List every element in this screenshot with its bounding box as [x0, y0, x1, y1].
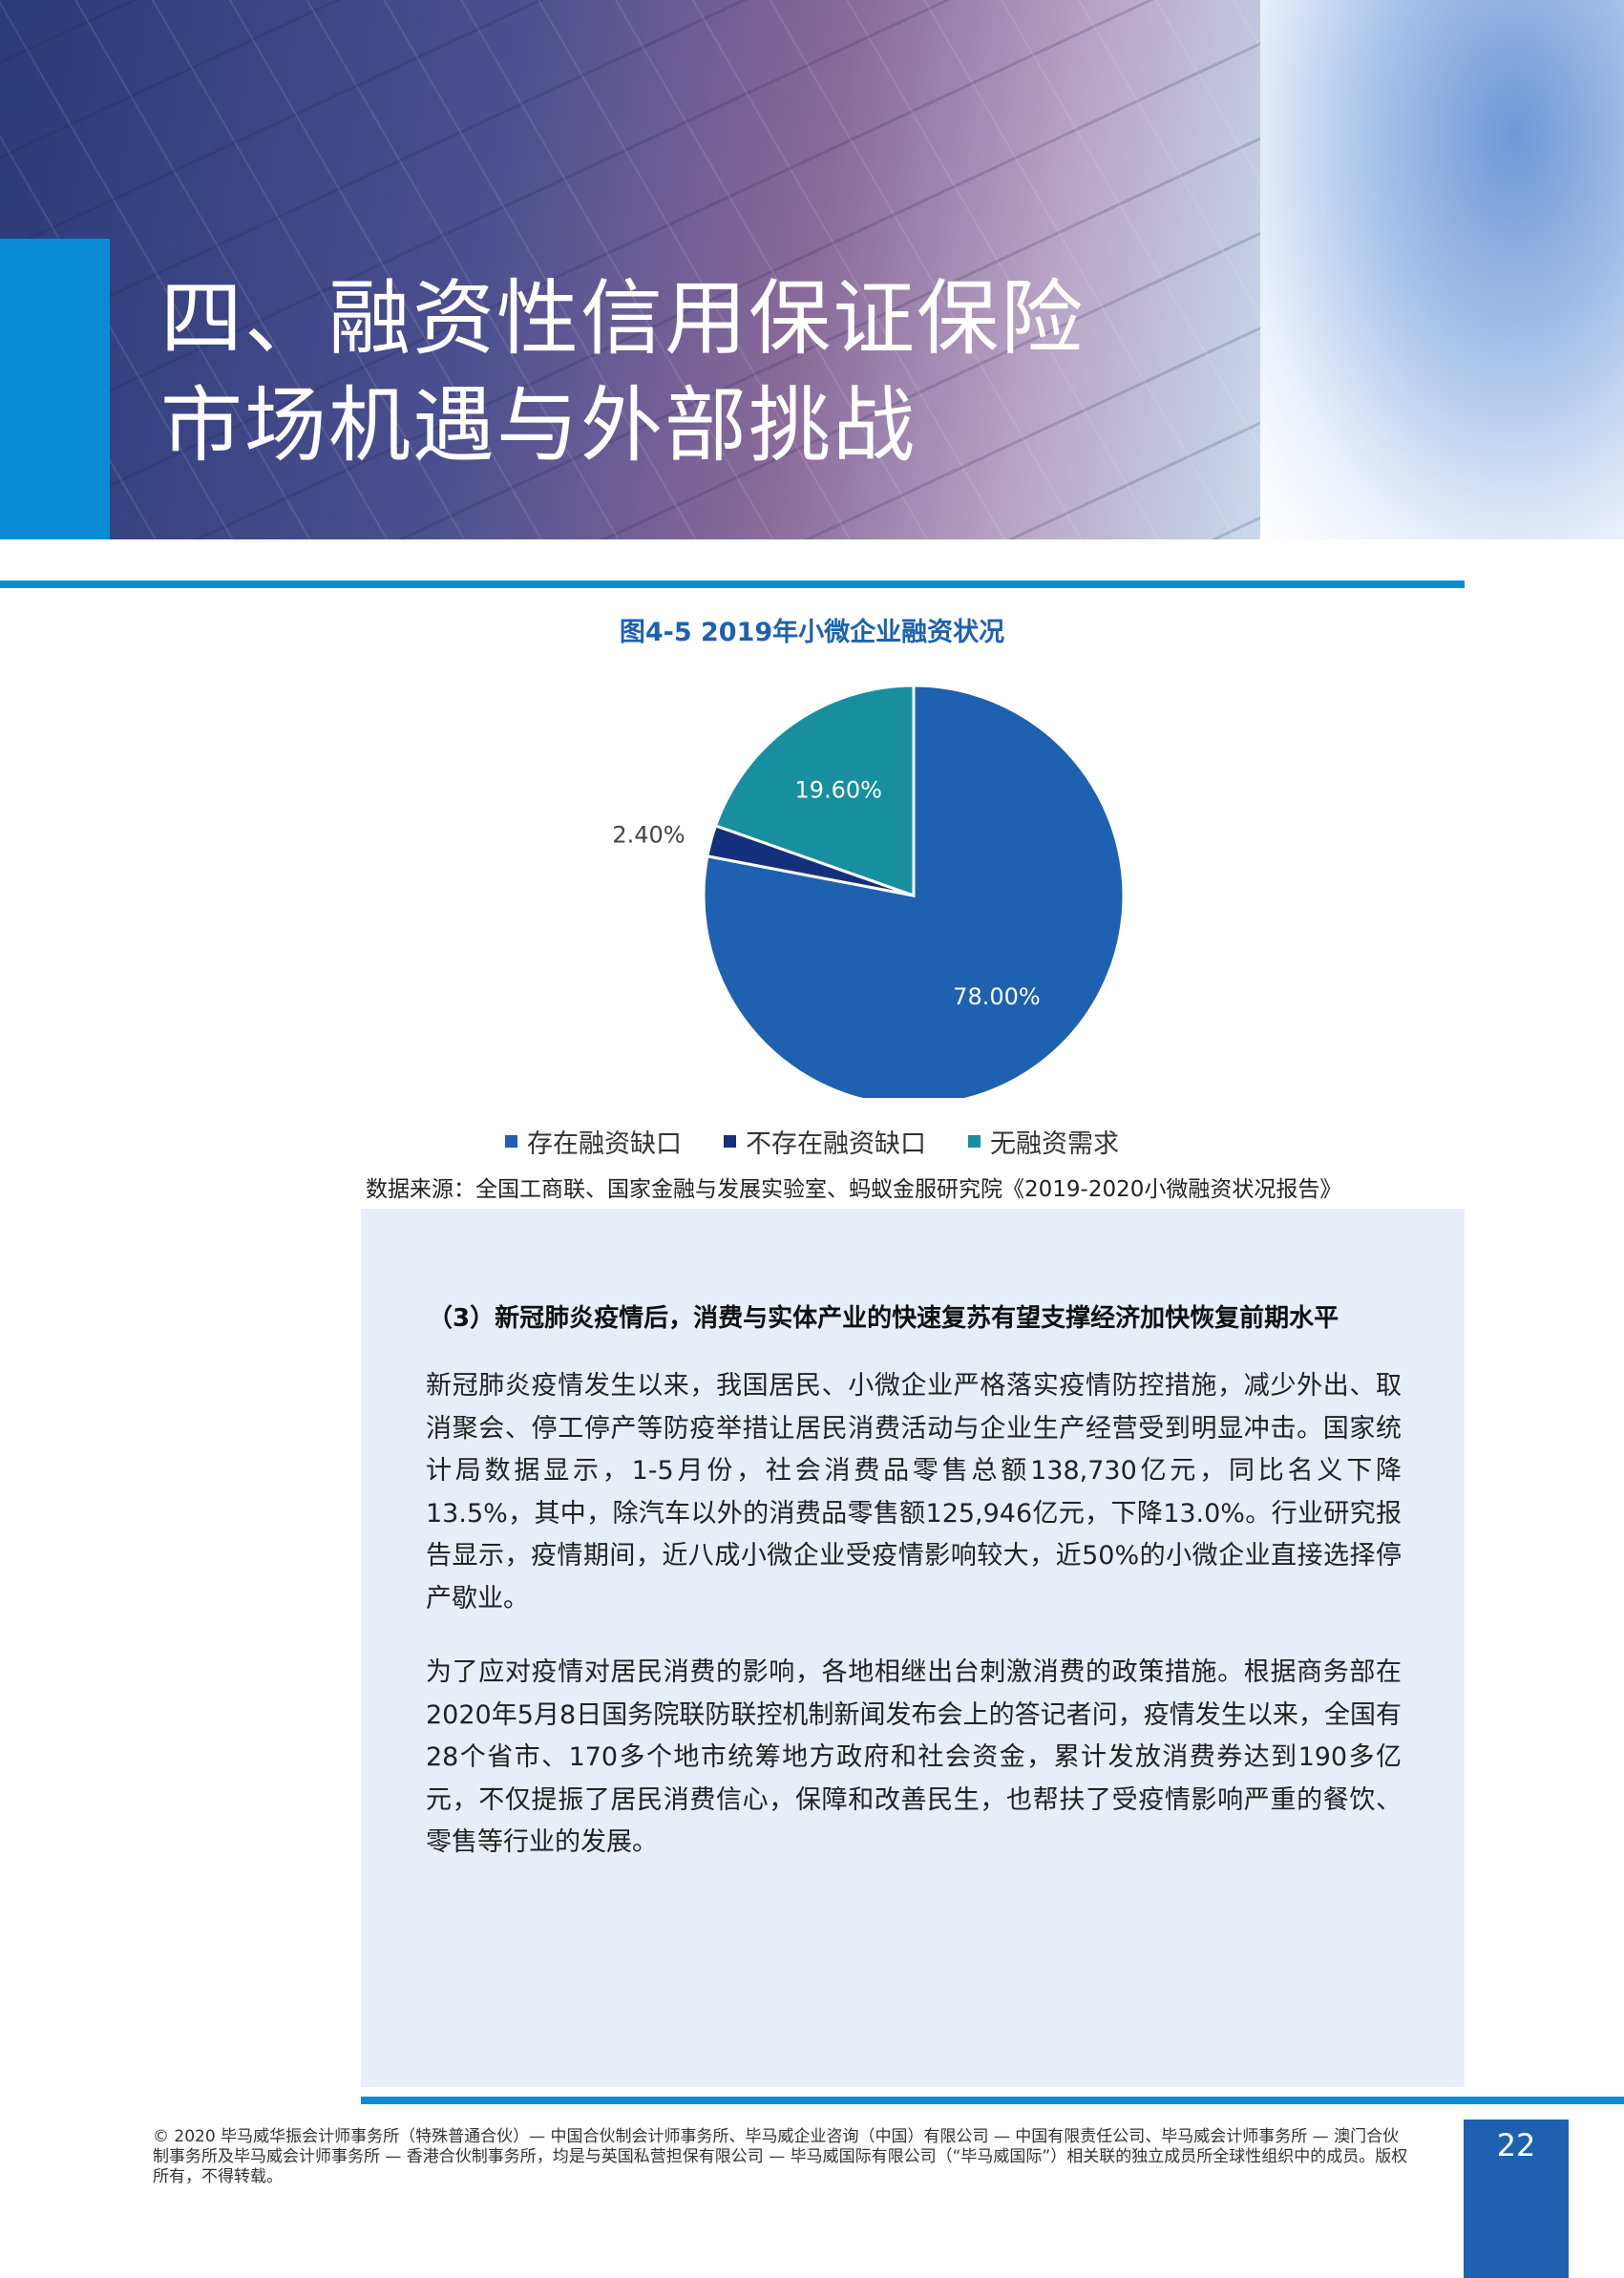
legend-item-no-demand: 无融资需求 — [968, 1123, 1119, 1160]
pie-slice-no-demand — [713, 684, 916, 898]
accent-bar — [0, 239, 110, 539]
section-heading: （3）新冠肺炎疫情后，消费与实体产业的快速复苏有望支撑经济加快恢复前期水平 — [428, 1304, 1339, 1333]
pie-label-no-gap: 2.40% — [612, 821, 685, 848]
bottom-divider — [361, 2097, 1624, 2104]
legend-label-no-gap: 不存在融资缺口 — [746, 1129, 926, 1159]
pie-chart: 78.00% 2.40% 19.60% — [612, 684, 1126, 1098]
legend-item-gap: 存在融资缺口 — [505, 1123, 682, 1160]
chart-source: 数据来源：全国工商联、国家金融与发展实验室、蚂蚁金服研究院《2019-2020小… — [366, 1177, 1342, 1202]
page-number: 22 — [1496, 2127, 1536, 2163]
header-banner: 四、融资性信用保证保险 市场机遇与外部挑战 — [0, 0, 1624, 539]
chart-caption: 图4-5 2019年小微企业融资状况 — [619, 618, 1005, 647]
paragraph-2: 为了应对疫情对居民消费的影响，各地相继出台刺激消费的政策措施。根据商务部在202… — [426, 1657, 1402, 1857]
text-panel — [361, 1209, 1465, 2087]
legend-swatch-gap — [505, 1135, 517, 1148]
sky-image — [1260, 0, 1624, 539]
chart-legend: 存在融资缺口 不存在融资缺口 无融资需求 — [0, 1123, 1624, 1160]
paragraph-1: 新冠肺炎疫情发生以来，我国居民、小微企业严格落实疫情防控措施，减少外出、取消聚会… — [426, 1371, 1402, 1614]
page-title-line2: 市场机遇与外部挑战 — [160, 378, 917, 474]
footer-copyright: © 2020 毕马威华振会计师事务所（特殊普通合伙）— 中国合伙制会计师事务所、… — [153, 2127, 1408, 2186]
legend-label-gap: 存在融资缺口 — [527, 1129, 682, 1159]
page-title: 四、融资性信用保证保险 市场机遇与外部挑战 — [160, 265, 1211, 479]
pie-label-no-demand: 19.60% — [794, 777, 882, 804]
page-title-line1: 四、融资性信用保证保险 — [160, 271, 1085, 367]
pie-label-gap: 78.00% — [953, 983, 1041, 1010]
page-number-box — [1464, 2120, 1569, 2278]
legend-swatch-no-gap — [724, 1135, 736, 1148]
legend-swatch-no-demand — [968, 1135, 981, 1148]
top-divider — [0, 580, 1465, 588]
legend-item-no-gap: 不存在融资缺口 — [724, 1123, 926, 1160]
legend-label-no-demand: 无融资需求 — [990, 1129, 1119, 1159]
